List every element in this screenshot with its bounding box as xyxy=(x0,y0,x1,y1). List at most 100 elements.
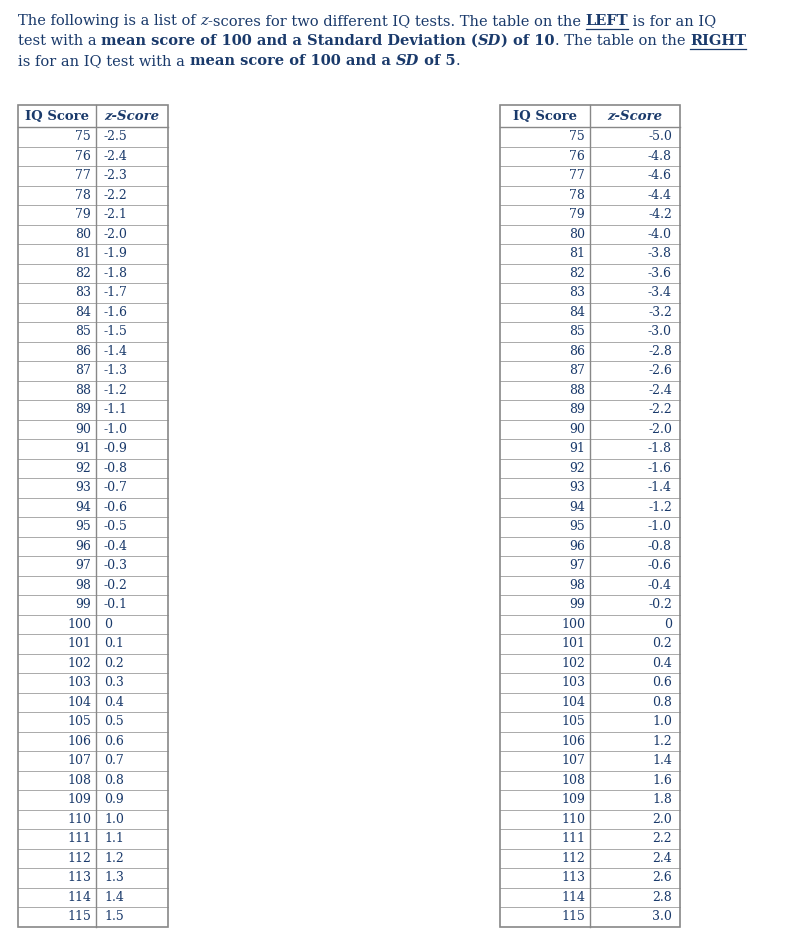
Text: 0.1: 0.1 xyxy=(104,637,124,651)
Text: 0.9: 0.9 xyxy=(104,793,123,806)
Text: -0.8: -0.8 xyxy=(648,540,672,553)
Text: -0.2: -0.2 xyxy=(104,578,128,592)
Text: 2.2: 2.2 xyxy=(652,832,672,845)
Text: 82: 82 xyxy=(75,267,91,280)
Text: 0.8: 0.8 xyxy=(104,774,124,787)
Text: -0.8: -0.8 xyxy=(104,461,128,475)
Text: 93: 93 xyxy=(570,481,585,494)
Text: -1.6: -1.6 xyxy=(648,461,672,475)
Text: -1.7: -1.7 xyxy=(104,286,128,300)
Text: -3.8: -3.8 xyxy=(648,247,672,260)
Text: SD: SD xyxy=(396,54,419,68)
Text: -2.5: -2.5 xyxy=(104,130,127,143)
Text: -0.9: -0.9 xyxy=(104,442,128,455)
Text: 78: 78 xyxy=(570,189,585,202)
Text: 83: 83 xyxy=(75,286,91,300)
Text: -2.6: -2.6 xyxy=(648,364,672,377)
Text: 100: 100 xyxy=(67,618,91,631)
Text: 79: 79 xyxy=(570,208,585,221)
Text: z-Score: z-Score xyxy=(104,110,159,123)
Text: -4.2: -4.2 xyxy=(648,208,672,221)
Text: 89: 89 xyxy=(75,403,91,417)
Text: 2.0: 2.0 xyxy=(652,812,672,826)
Text: 104: 104 xyxy=(67,695,91,709)
Text: 0.5: 0.5 xyxy=(104,715,123,728)
Text: -1.2: -1.2 xyxy=(648,501,672,514)
Text: 76: 76 xyxy=(75,150,91,163)
Text: is for an IQ test with a: is for an IQ test with a xyxy=(18,54,190,68)
Text: 87: 87 xyxy=(75,364,91,377)
Text: 2.4: 2.4 xyxy=(652,852,672,865)
Text: -0.5: -0.5 xyxy=(104,520,128,534)
Text: 94: 94 xyxy=(75,501,91,514)
Text: -4.6: -4.6 xyxy=(648,169,672,183)
Text: The following is a list of: The following is a list of xyxy=(18,14,200,28)
Text: 77: 77 xyxy=(570,169,585,183)
Text: -1.0: -1.0 xyxy=(648,520,672,534)
Text: 92: 92 xyxy=(75,461,91,475)
Text: 1.5: 1.5 xyxy=(104,910,123,923)
Text: 108: 108 xyxy=(67,774,91,787)
Text: -2.3: -2.3 xyxy=(104,169,128,183)
Text: 1.4: 1.4 xyxy=(652,754,672,768)
Text: -2.2: -2.2 xyxy=(104,189,127,202)
Text: 92: 92 xyxy=(570,461,585,475)
Text: 88: 88 xyxy=(75,384,91,397)
Text: -2.4: -2.4 xyxy=(648,384,672,397)
Text: 115: 115 xyxy=(67,910,91,923)
Text: 0.2: 0.2 xyxy=(652,637,672,651)
Text: -1.0: -1.0 xyxy=(104,423,128,436)
Text: 96: 96 xyxy=(570,540,585,553)
Text: -1.6: -1.6 xyxy=(104,306,128,319)
Text: 93: 93 xyxy=(75,481,91,494)
Text: -0.6: -0.6 xyxy=(104,501,128,514)
Text: 0.6: 0.6 xyxy=(652,676,672,689)
Text: mean score of 100 and a Standard Deviation (: mean score of 100 and a Standard Deviati… xyxy=(101,34,478,48)
Text: 109: 109 xyxy=(562,793,585,806)
Text: -4.0: -4.0 xyxy=(648,227,672,241)
Text: 0.2: 0.2 xyxy=(104,657,123,670)
Text: test with a: test with a xyxy=(18,34,101,48)
Text: -1.3: -1.3 xyxy=(104,364,128,377)
Text: 95: 95 xyxy=(75,520,91,534)
Text: 103: 103 xyxy=(561,676,585,689)
Text: 83: 83 xyxy=(569,286,585,300)
Text: 81: 81 xyxy=(75,247,91,260)
Text: 99: 99 xyxy=(570,598,585,611)
Text: 103: 103 xyxy=(67,676,91,689)
Text: -0.6: -0.6 xyxy=(648,559,672,572)
Text: 1.8: 1.8 xyxy=(652,793,672,806)
Text: 0.6: 0.6 xyxy=(104,735,124,748)
Text: -1.9: -1.9 xyxy=(104,247,128,260)
Text: -2.1: -2.1 xyxy=(104,208,128,221)
Text: -0.2: -0.2 xyxy=(648,598,672,611)
Text: 101: 101 xyxy=(67,637,91,651)
Text: -2.4: -2.4 xyxy=(104,150,128,163)
Text: z: z xyxy=(200,14,208,28)
Text: 89: 89 xyxy=(570,403,585,417)
Text: 1.0: 1.0 xyxy=(652,715,672,728)
Text: 84: 84 xyxy=(75,306,91,319)
Text: -1.8: -1.8 xyxy=(104,267,128,280)
Text: -1.4: -1.4 xyxy=(104,344,128,358)
Text: -3.2: -3.2 xyxy=(648,306,672,319)
Text: -2.0: -2.0 xyxy=(104,227,128,241)
Text: 91: 91 xyxy=(570,442,585,455)
Text: 1.4: 1.4 xyxy=(104,891,124,904)
Text: 110: 110 xyxy=(67,812,91,826)
Text: 86: 86 xyxy=(569,344,585,358)
Text: 111: 111 xyxy=(67,832,91,845)
Text: -3.0: -3.0 xyxy=(648,325,672,338)
Text: -1.8: -1.8 xyxy=(648,442,672,455)
Text: 80: 80 xyxy=(569,227,585,241)
Text: 0.8: 0.8 xyxy=(652,695,672,709)
Text: 0.3: 0.3 xyxy=(104,676,124,689)
Text: 108: 108 xyxy=(561,774,585,787)
Text: IQ Score: IQ Score xyxy=(25,110,89,123)
Text: -2.8: -2.8 xyxy=(648,344,672,358)
Text: 1.0: 1.0 xyxy=(104,812,124,826)
Text: LEFT: LEFT xyxy=(586,14,628,28)
Text: 107: 107 xyxy=(67,754,91,768)
Text: 88: 88 xyxy=(569,384,585,397)
Text: 2.6: 2.6 xyxy=(652,871,672,885)
